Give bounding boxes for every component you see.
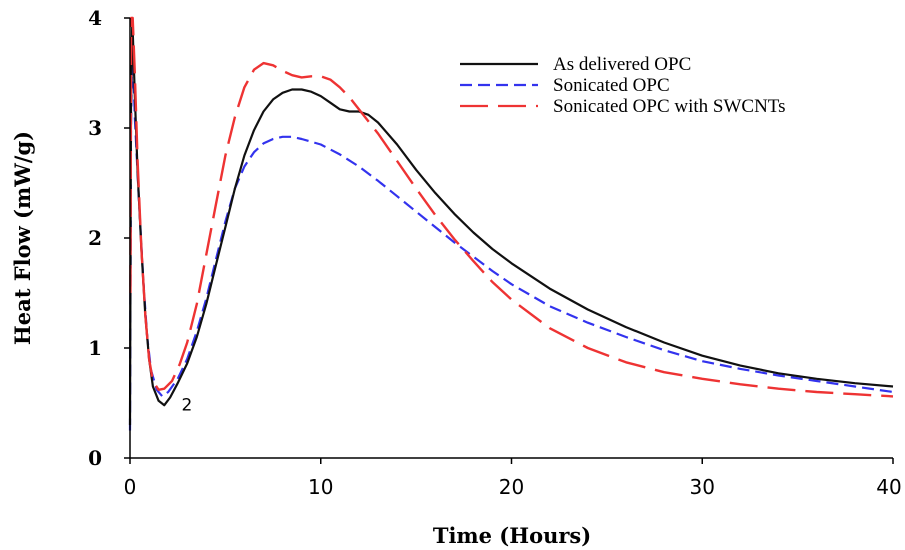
legend-label: As delivered OPC [553,54,691,75]
legend-label: Sonicated OPC [553,75,670,96]
annotation-label: 2 [182,396,193,416]
x-axis-title: Time (Hours) [433,523,591,548]
legend-label: Sonicated OPC with SWCNTs [553,96,785,117]
y-axis-title: Heat Flow (mW/g) [10,131,35,345]
y-tick-label: 3 [88,116,102,140]
y-tick-label: 1 [88,336,102,360]
x-tick-label: 40 [876,475,901,499]
y-tick-label: 0 [88,446,102,470]
series-group [128,16,894,431]
x-ticks: 0 10 20 30 40 [124,458,902,499]
y-tick-label: 4 [88,6,102,30]
axes [129,18,893,459]
x-tick-label: 0 [124,475,137,499]
series-line-3 [129,16,894,398]
x-tick-label: 10 [308,475,333,499]
x-tick-label: 20 [499,475,524,499]
series-line-1 [128,16,894,426]
x-tick-label: 30 [690,475,715,499]
series-line-2 [128,38,894,431]
plot-area: 0 1 2 3 4 0 10 20 30 40 [88,6,902,499]
y-tick-label: 2 [88,226,102,250]
y-ticks: 0 1 2 3 4 [88,6,130,470]
